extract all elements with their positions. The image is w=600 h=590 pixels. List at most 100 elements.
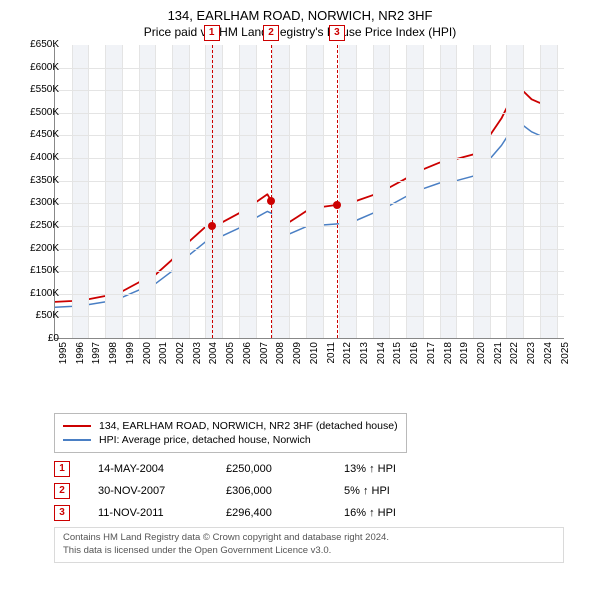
sale-price: £306,000 [226,485,316,497]
sale-date: 14-MAY-2004 [98,463,198,475]
y-tick-label: £350K [30,175,59,186]
grid-line-h [55,135,564,136]
sale-vline [337,45,338,338]
chart-area: £0£50K£100K£150K£200K£250K£300K£350K£400… [16,45,576,375]
sale-price: £250,000 [226,463,316,475]
footer-line2: This data is licensed under the Open Gov… [63,545,555,558]
x-tick-label: 2007 [259,342,270,364]
grid-line-h [55,271,564,272]
sale-diff: 16% ↑ HPI [344,507,444,519]
plot-area: £0£50K£100K£150K£200K£250K£300K£350K£400… [54,45,564,339]
y-tick-label: £50K [36,310,59,321]
sale-date: 11-NOV-2011 [98,507,198,519]
grid-line-h [55,90,564,91]
y-tick-label: £200K [30,243,59,254]
grid-line-v [306,45,307,338]
grid-line-h [55,181,564,182]
sale-price: £296,400 [226,507,316,519]
y-tick-label: £100K [30,288,59,299]
grid-line-h [55,68,564,69]
title-subtitle: Price paid vs. HM Land Registry's House … [10,25,590,39]
x-tick-label: 1999 [125,342,136,364]
sale-marker-box: 2 [263,25,279,41]
grid-line-v [172,45,173,338]
sale-date: 30-NOV-2007 [98,485,198,497]
title-block: 134, EARLHAM ROAD, NORWICH, NR2 3HF Pric… [10,8,590,39]
x-tick-label: 2008 [275,342,286,364]
y-tick-label: £450K [30,129,59,140]
grid-line-v [139,45,140,338]
attribution-footer: Contains HM Land Registry data © Crown c… [54,527,564,563]
sale-row: 1 14-MAY-2004 £250,000 13% ↑ HPI [54,461,590,477]
sale-marker-box: 1 [204,25,220,41]
grid-line-v [72,45,73,338]
sale-point [208,222,216,230]
grid-line-v [122,45,123,338]
grid-line-v [540,45,541,338]
x-tick-label: 2001 [158,342,169,364]
sale-row: 2 30-NOV-2007 £306,000 5% ↑ HPI [54,483,590,499]
x-tick-label: 2022 [509,342,520,364]
x-tick-label: 2013 [359,342,370,364]
sale-vline [212,45,213,338]
grid-line-v [339,45,340,338]
x-tick-label: 2020 [476,342,487,364]
grid-line-v [373,45,374,338]
grid-line-v [557,45,558,338]
x-tick-label: 2023 [526,342,537,364]
grid-line-v [490,45,491,338]
sale-number-box: 1 [54,461,70,477]
grid-line-v [389,45,390,338]
y-tick-label: £600K [30,62,59,73]
sale-vline [271,45,272,338]
grid-line-v [239,45,240,338]
grid-line-h [55,249,564,250]
grid-line-h [55,203,564,204]
legend-label: 134, EARLHAM ROAD, NORWICH, NR2 3HF (det… [99,420,398,432]
x-tick-label: 2024 [543,342,554,364]
grid-line-h [55,294,564,295]
sale-diff: 5% ↑ HPI [344,485,444,497]
legend-swatch [63,439,91,441]
x-tick-label: 2005 [225,342,236,364]
y-tick-label: £400K [30,152,59,163]
grid-line-v [289,45,290,338]
y-tick-label: £650K [30,39,59,50]
sale-number-box: 3 [54,505,70,521]
y-tick-label: £550K [30,84,59,95]
y-tick-label: £500K [30,107,59,118]
sale-diff: 13% ↑ HPI [344,463,444,475]
legend-item-price-paid: 134, EARLHAM ROAD, NORWICH, NR2 3HF (det… [63,420,398,432]
x-tick-label: 2017 [426,342,437,364]
chart-container: 134, EARLHAM ROAD, NORWICH, NR2 3HF Pric… [0,0,600,567]
grid-line-v [423,45,424,338]
x-tick-label: 2015 [392,342,403,364]
x-tick-label: 2021 [493,342,504,364]
grid-line-v [105,45,106,338]
legend-swatch [63,425,91,427]
sale-number-box: 2 [54,483,70,499]
y-tick-label: £150K [30,265,59,276]
grid-line-v [88,45,89,338]
grid-line-h [55,316,564,317]
x-tick-label: 1995 [58,342,69,364]
grid-line-v [440,45,441,338]
x-tick-label: 2019 [459,342,470,364]
x-tick-label: 2010 [309,342,320,364]
x-tick-label: 2011 [326,342,337,364]
legend-item-hpi: HPI: Average price, detached house, Norw… [63,434,398,446]
x-tick-label: 2003 [192,342,203,364]
sale-point [333,201,341,209]
grid-line-v [222,45,223,338]
x-tick-label: 2002 [175,342,186,364]
x-tick-label: 1998 [108,342,119,364]
grid-line-v [272,45,273,338]
grid-line-h [55,113,564,114]
grid-line-v [256,45,257,338]
x-tick-label: 1997 [91,342,102,364]
x-tick-label: 2018 [443,342,454,364]
grid-line-h [55,158,564,159]
grid-line-v [506,45,507,338]
legend-label: HPI: Average price, detached house, Norw… [99,434,311,446]
grid-line-v [406,45,407,338]
